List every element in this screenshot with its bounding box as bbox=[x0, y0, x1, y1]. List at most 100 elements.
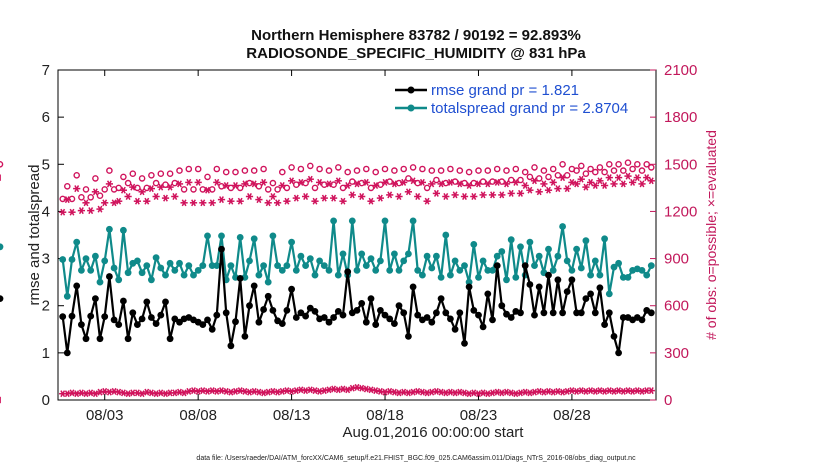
rmse-point bbox=[129, 309, 137, 317]
totalspread-point bbox=[563, 257, 571, 265]
obs-possible-point bbox=[78, 193, 85, 201]
obs-possible-point bbox=[260, 165, 267, 173]
rmse-point bbox=[400, 309, 408, 317]
rmse-point bbox=[521, 262, 529, 269]
obs-evaluated-point bbox=[629, 178, 637, 186]
totalspread-point bbox=[456, 267, 464, 274]
rmse-point bbox=[264, 292, 272, 300]
obs-evaluated-low-point bbox=[437, 388, 445, 396]
obs-evaluated-stroke bbox=[326, 386, 332, 394]
rmse-point bbox=[386, 315, 394, 323]
obs-evaluated-low-point bbox=[367, 386, 375, 394]
totalspread-point bbox=[573, 245, 580, 253]
totalspread-point bbox=[269, 232, 277, 240]
obs-evaluated-stroke bbox=[289, 177, 295, 185]
obs-evaluated-stroke bbox=[298, 178, 304, 186]
obs-evaluated-stroke bbox=[256, 196, 262, 204]
obs-possible-point bbox=[190, 186, 197, 193]
y-tick-label: 7 bbox=[42, 62, 50, 79]
obs-evaluated-stroke bbox=[499, 389, 505, 397]
rmse-point bbox=[372, 321, 380, 328]
obs-evaluated-stroke bbox=[368, 197, 374, 205]
rmse-point bbox=[288, 285, 295, 293]
rmse-point bbox=[507, 314, 515, 321]
obs-evaluated-stroke bbox=[527, 186, 533, 194]
totalspread-point bbox=[115, 276, 123, 284]
obs-possible-point bbox=[106, 167, 113, 174]
rmse-point bbox=[320, 314, 328, 321]
obs-evaluated-stroke bbox=[130, 389, 136, 397]
obs-evaluated-stroke bbox=[634, 174, 640, 182]
obs-evaluated-stroke bbox=[167, 183, 173, 191]
obs-evaluated-stroke bbox=[447, 388, 453, 396]
obs-evaluated-stroke bbox=[583, 183, 589, 191]
obs-evaluated-stroke bbox=[648, 387, 654, 395]
totalspread-point bbox=[148, 276, 155, 284]
obs-evaluated-stroke bbox=[513, 390, 519, 398]
rmse-point bbox=[596, 284, 604, 292]
obs-possible-point bbox=[634, 160, 641, 168]
obs-evaluated-stroke bbox=[644, 387, 650, 395]
obs-evaluated-stroke bbox=[134, 389, 140, 397]
obs-evaluated-stroke bbox=[242, 387, 248, 395]
y-tick-label: 5 bbox=[42, 156, 50, 173]
obs-possible-point bbox=[101, 186, 108, 193]
obs-evaluated-point bbox=[404, 188, 412, 196]
obs-evaluated-point bbox=[73, 185, 81, 193]
obs-evaluated-stroke bbox=[331, 194, 337, 202]
y-tick-label: 6 bbox=[42, 109, 50, 126]
obs-evaluated-low-point bbox=[63, 390, 71, 398]
obs-evaluated-stroke bbox=[125, 193, 131, 200]
obs-possible-point bbox=[648, 164, 655, 171]
obs-evaluated-low-point bbox=[591, 387, 599, 395]
obs-evaluated-point bbox=[96, 205, 104, 213]
obs-evaluated-point bbox=[217, 196, 226, 204]
obs-evaluated-low-point bbox=[161, 390, 170, 398]
x-axis-label: Aug.01,2016 00:00:00 start bbox=[343, 424, 525, 441]
obs-evaluated-stroke bbox=[303, 387, 309, 395]
rmse-point bbox=[255, 318, 263, 326]
totalspread-point bbox=[610, 263, 618, 271]
totalspread-point bbox=[348, 217, 356, 225]
obs-possible-point bbox=[596, 164, 604, 171]
obs-evaluated-point bbox=[633, 174, 641, 182]
obs-evaluated-point bbox=[320, 194, 328, 202]
obs-evaluated-stroke bbox=[625, 172, 631, 180]
obs-evaluated-low-point bbox=[488, 389, 497, 397]
obs-evaluated-low-point bbox=[619, 387, 627, 395]
obs-evaluated-point bbox=[390, 180, 398, 188]
obs-evaluated-low-point bbox=[605, 387, 613, 395]
x-tick-label: 08/03 bbox=[86, 407, 124, 424]
obs-evaluated-stroke bbox=[205, 387, 210, 395]
obs-evaluated-point bbox=[624, 172, 632, 180]
obs-evaluated-stroke bbox=[546, 387, 551, 395]
totalspread-point bbox=[353, 267, 361, 274]
obs-evaluated-low-point bbox=[596, 387, 604, 395]
totalspread-point bbox=[372, 267, 380, 274]
totalspread-point bbox=[391, 250, 398, 258]
obs-evaluated-point bbox=[474, 180, 483, 188]
obs-evaluated-low-point bbox=[292, 387, 300, 395]
obs-possible-point bbox=[638, 167, 646, 174]
totalspread-point bbox=[619, 274, 627, 281]
obs-evaluated-low-point bbox=[236, 387, 244, 395]
totalspread-point bbox=[73, 238, 81, 246]
obs-possible-point bbox=[87, 193, 94, 201]
obs-evaluated-point bbox=[451, 191, 459, 199]
obs-evaluated-stroke bbox=[541, 180, 547, 188]
obs-evaluated-stroke bbox=[606, 387, 612, 395]
obs-evaluated-stroke bbox=[270, 387, 276, 395]
totalspread-point bbox=[433, 252, 440, 260]
rmse-point bbox=[222, 309, 230, 317]
obs-evaluated-stroke bbox=[457, 180, 463, 188]
obs-possible-point bbox=[325, 167, 333, 174]
obs-evaluated-low-point bbox=[217, 387, 226, 395]
obs-evaluated-low-point bbox=[283, 387, 291, 395]
y-tick-label: 1 bbox=[42, 345, 50, 362]
obs-evaluated-stroke bbox=[120, 186, 126, 194]
plot-frame bbox=[57, 69, 657, 401]
obs-possible-point bbox=[465, 168, 473, 176]
rmse-point bbox=[101, 313, 109, 320]
rmse-point bbox=[110, 316, 118, 324]
obs-possible-point bbox=[297, 165, 305, 173]
